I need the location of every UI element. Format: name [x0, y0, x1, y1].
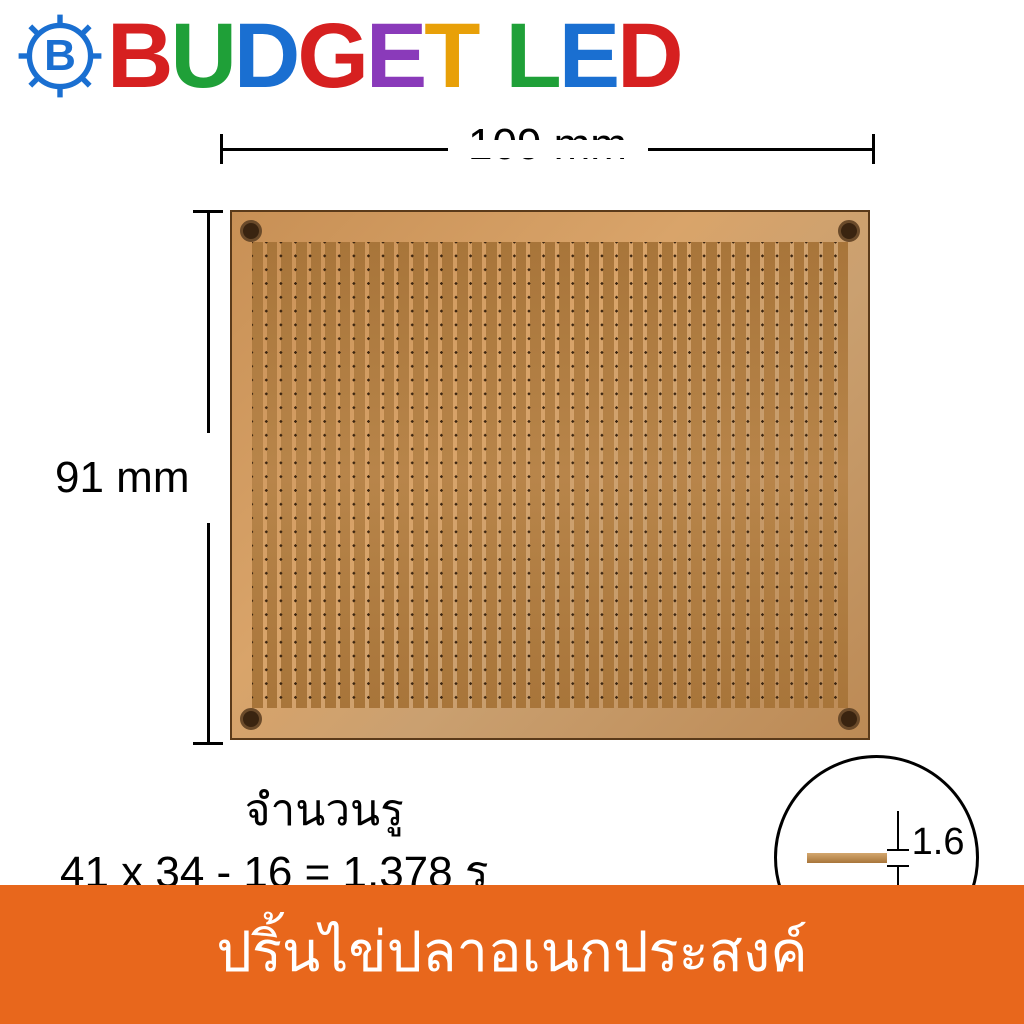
gear-letter: B	[44, 31, 76, 81]
height-dimension: 91 mm	[15, 210, 215, 745]
logo-letter: E	[366, 10, 424, 102]
mount-hole-icon	[838, 220, 860, 242]
pcb-board	[230, 210, 870, 740]
width-dimension: 109 mm	[220, 120, 875, 170]
footer-title-bar: ปริ้นไข่ปลาอเนกประสงค์	[0, 885, 1024, 1024]
logo-letter	[478, 10, 506, 102]
logo-text: BUDGET LED	[107, 10, 681, 102]
thickness-board-icon	[807, 853, 887, 863]
logo-letter: E	[559, 10, 617, 102]
logo-header: B BUDGET LED	[15, 10, 1009, 102]
logo-letter: D	[617, 10, 680, 102]
logo-letter: B	[107, 10, 170, 102]
footer-text: ปริ้นไข่ปลาอเนกประสงค์	[216, 920, 807, 983]
logo-letter: U	[170, 10, 233, 102]
gear-icon: B	[15, 11, 105, 101]
logo-letter: G	[297, 10, 366, 102]
logo-letter: L	[506, 10, 559, 102]
logo-letter: T	[424, 10, 477, 102]
thickness-value: 1.6	[912, 821, 965, 864]
mount-hole-icon	[240, 708, 262, 730]
diagram-area: 109 mm 91 mm จำนวนรู 41 x 34 - 16 = 1,37…	[0, 120, 1024, 834]
mount-hole-icon	[838, 708, 860, 730]
logo-letter: D	[234, 10, 297, 102]
mount-hole-icon	[240, 220, 262, 242]
height-label: 91 mm	[55, 453, 189, 503]
holes-line1: จำนวนรู	[60, 780, 488, 842]
pcb-holes-pattern	[252, 242, 848, 708]
